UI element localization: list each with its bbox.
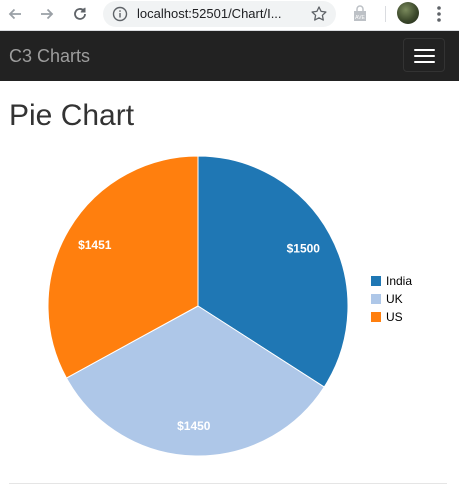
info-icon[interactable] [112, 6, 128, 22]
star-icon[interactable] [310, 5, 328, 23]
navbar-brand[interactable]: C3 Charts [9, 46, 91, 66]
pie-chart: $1500 $1450 $1451 India UK US [47, 155, 412, 457]
slice-label-uk: $1450 [177, 419, 211, 433]
navbar-toggle-button[interactable] [403, 38, 445, 72]
pie-slice-uk[interactable] [65, 305, 325, 457]
back-arrow-icon[interactable] [3, 2, 27, 26]
slice-label-india: $1500 [287, 241, 321, 255]
legend-label-us: US [386, 310, 403, 324]
reload-icon[interactable] [68, 2, 92, 26]
app-navbar: C3 Charts [0, 31, 459, 81]
slice-label-us: $1451 [78, 238, 112, 252]
page-title: Pie Chart [9, 99, 135, 132]
url-text[interactable]: localhost:52501/Chart/I... [137, 6, 282, 21]
legend-label-india: India [386, 274, 412, 288]
browser-toolbar: localhost:52501/Chart/I... AVE [0, 0, 459, 31]
more-vert-icon[interactable] [433, 4, 445, 24]
profile-avatar-icon[interactable] [397, 2, 419, 24]
svg-text:AVE: AVE [355, 15, 365, 21]
legend-swatch-us [371, 312, 381, 322]
legend-item-india[interactable]: India [371, 274, 412, 288]
pie-slice-india[interactable] [197, 155, 349, 388]
legend-item-uk[interactable]: UK [371, 292, 403, 306]
pie-slice-us[interactable] [47, 155, 199, 379]
legend-item-us[interactable]: US [371, 310, 403, 324]
extension-icon[interactable]: AVE [352, 5, 368, 23]
footer-divider [9, 483, 447, 484]
legend-label-uk: UK [386, 292, 403, 306]
forward-arrow-icon[interactable] [35, 2, 59, 26]
pie-labels: $1500 $1450 $1451 [78, 238, 320, 433]
pie-slices [47, 155, 349, 457]
legend-swatch-india [371, 276, 381, 286]
legend-swatch-uk [371, 294, 381, 304]
toolbar-divider [385, 6, 386, 22]
chart-legend: India UK US [371, 274, 412, 324]
address-bar[interactable]: localhost:52501/Chart/I... [103, 1, 336, 27]
